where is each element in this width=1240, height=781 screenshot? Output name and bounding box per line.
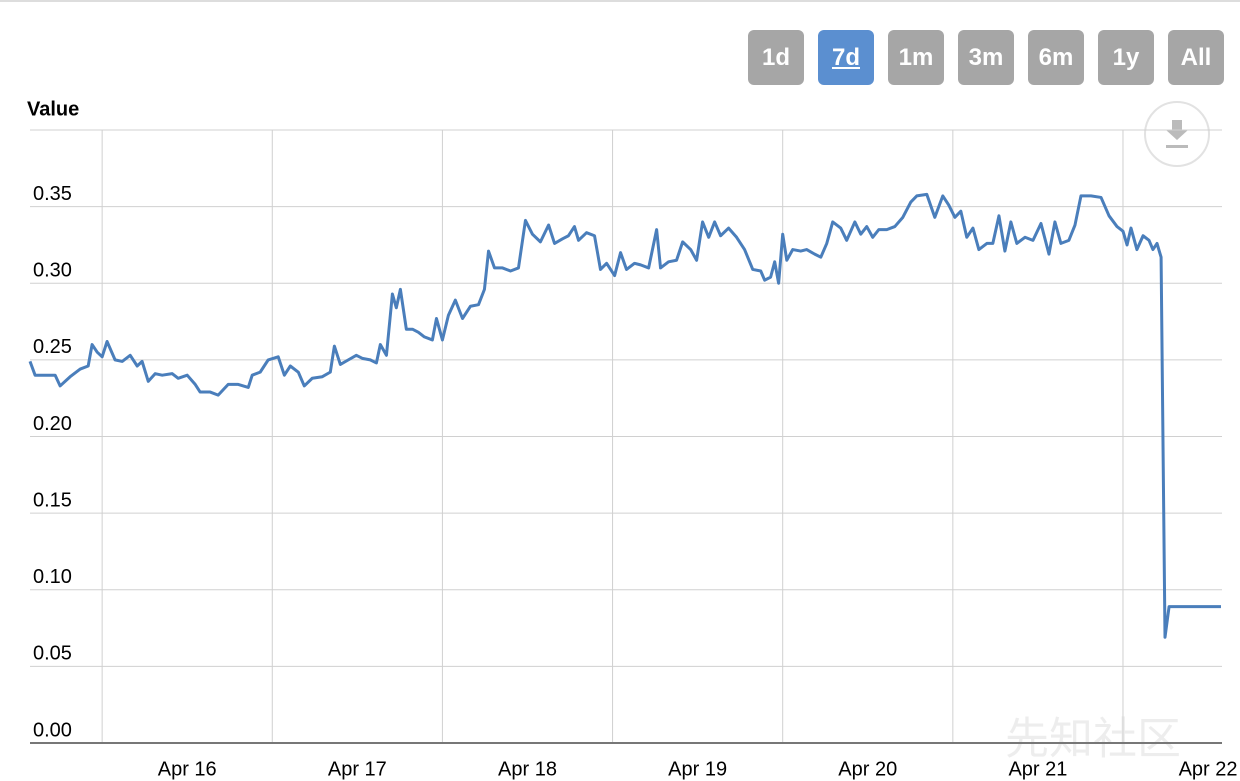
y-tick-label: 0.35 bbox=[33, 183, 72, 205]
range-button[interactable]: 6m bbox=[1028, 30, 1084, 85]
y-tick-label: 0.30 bbox=[33, 260, 72, 282]
x-tick-label: Apr 19 bbox=[668, 758, 727, 780]
y-tick-label: 0.05 bbox=[33, 643, 72, 665]
x-tick-label: Apr 21 bbox=[1008, 758, 1067, 780]
data-line bbox=[28, 192, 1221, 639]
range-button[interactable]: All bbox=[1168, 30, 1224, 85]
x-tick-label: Apr 17 bbox=[328, 758, 387, 780]
y-axis-title: Value bbox=[27, 98, 79, 120]
download-button[interactable] bbox=[1144, 101, 1210, 167]
x-tick-label: Apr 20 bbox=[838, 758, 897, 780]
range-button[interactable]: 3m bbox=[958, 30, 1014, 85]
download-icon[interactable] bbox=[1166, 120, 1188, 148]
y-tick-label: 0.20 bbox=[33, 413, 72, 435]
x-tick-label: Apr 18 bbox=[498, 758, 557, 780]
range-button[interactable]: 1y bbox=[1098, 30, 1154, 85]
y-tick-label: 0.00 bbox=[33, 719, 72, 741]
watermark: 先知社区 bbox=[1005, 715, 1181, 764]
range-button[interactable]: 1d bbox=[748, 30, 804, 85]
y-tick-label: 0.15 bbox=[33, 489, 72, 511]
y-tick-label: 0.25 bbox=[33, 336, 72, 358]
x-tick-label: Apr 22 bbox=[1179, 758, 1238, 780]
x-tick-label: Apr 16 bbox=[158, 758, 217, 780]
range-button[interactable]: 1m bbox=[888, 30, 944, 85]
y-tick-label: 0.10 bbox=[33, 566, 72, 588]
range-button[interactable]: 7d bbox=[818, 30, 874, 85]
